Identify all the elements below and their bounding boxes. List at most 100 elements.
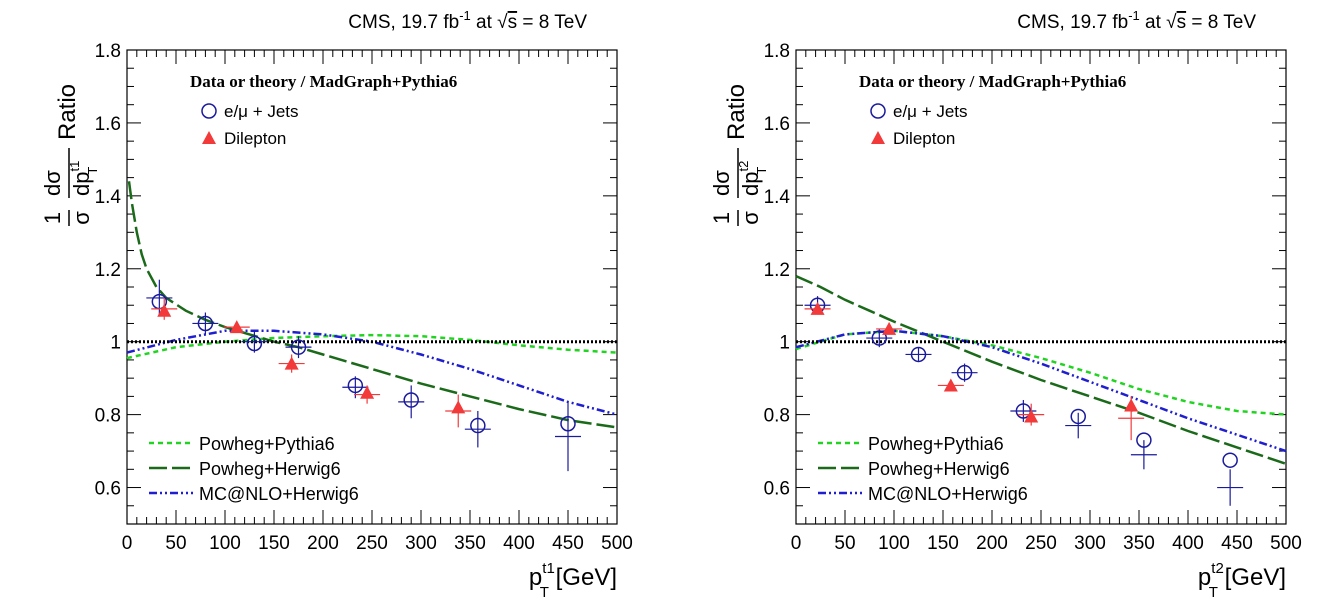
- x-label-subscript: T: [1209, 584, 1218, 599]
- x-tick-label: 350: [454, 533, 486, 554]
- x-tick-label: 450: [1221, 533, 1253, 554]
- y-tick-label: 0.6: [764, 479, 790, 500]
- y-axis-label: 1 σ dσ dpt1 T Ratio: [40, 84, 100, 226]
- data-point-ejets: [470, 417, 486, 434]
- data-point-ejets: [1070, 408, 1086, 425]
- cms-luminosity-header: CMS, 19.7 fb-1 at √s = 8 TeV: [1017, 8, 1256, 33]
- data-point-dilepton: [451, 400, 466, 414]
- header-radical: √: [1166, 12, 1177, 33]
- header-superscript: -1: [459, 8, 471, 23]
- data-point-ejets: [1136, 432, 1152, 448]
- x-tick-label: 500: [1270, 533, 1302, 554]
- y-label-dp-superscript: t2: [736, 161, 751, 172]
- y-tick-label: 1.8: [95, 41, 121, 62]
- x-tick-label: 250: [1025, 533, 1057, 554]
- x-tick-label: 150: [927, 533, 959, 554]
- data-point-dilepton: [1124, 398, 1139, 412]
- data-point-dilepton: [157, 303, 172, 317]
- x-tick-label: 200: [307, 533, 339, 554]
- y-label-dp-text: dp: [69, 172, 94, 196]
- x-tick-label: 150: [258, 533, 290, 554]
- x-tick-label: 500: [601, 533, 633, 554]
- header-sqrt-s: s: [508, 12, 518, 33]
- y-label-one: 1: [40, 212, 65, 224]
- y-label-dp-subscript: T: [754, 167, 769, 175]
- data-point-ejets: [347, 377, 364, 394]
- y-label-ratio: Ratio: [723, 84, 750, 140]
- cms-luminosity-header: CMS, 19.7 fb-1 at √s = 8 TeV: [348, 8, 587, 33]
- y-label-sigma: σ: [69, 211, 94, 225]
- y-tick-label: 0.8: [95, 406, 121, 427]
- curve-pp6: [126, 333, 618, 360]
- x-axis-label: pt2 T [GeV]: [1198, 560, 1286, 599]
- legend-title: Data or theory / MadGraph+Pythia6: [859, 72, 1126, 91]
- x-tick-label: 450: [552, 533, 584, 554]
- chart-panel-left: CMS, 19.7 fb-1 at √s = 8 TeV 0 50 100 150 200…: [40, 8, 633, 599]
- curve-ph6: [795, 274, 1287, 465]
- data-point-ejets: [560, 415, 576, 432]
- legend-marker-label: e/μ + Jets: [224, 102, 299, 121]
- y-tick-label: 1.4: [764, 187, 791, 208]
- legend-marker-triangle: [202, 131, 216, 144]
- header-text-left: CMS, 19.7 fb: [1017, 12, 1128, 33]
- data-point-ejets: [910, 346, 927, 363]
- curve-pp6: [795, 329, 1287, 416]
- x-tick-label: 400: [1172, 533, 1204, 554]
- y-label-one: 1: [709, 212, 734, 224]
- legend-line-label: MC@NLO+Herwig6: [199, 484, 359, 504]
- legend-marker-circle: [870, 103, 886, 119]
- y-tick-label: 1.6: [764, 114, 790, 135]
- x-tick-label: 250: [356, 533, 388, 554]
- y-tick-label: 0.6: [95, 479, 121, 500]
- y-tick-label: 1.6: [95, 114, 121, 135]
- data-point-dilepton: [882, 321, 897, 335]
- y-label-dp-superscript: t1: [67, 161, 82, 172]
- y-tick-label: 1: [110, 333, 121, 354]
- header-text-right: = 8 TeV: [1186, 12, 1256, 33]
- x-label-superscript: t1: [542, 560, 555, 577]
- x-label-unit: [GeV]: [1218, 564, 1286, 591]
- x-tick-label: 400: [503, 533, 535, 554]
- x-tick-label: 0: [122, 533, 133, 554]
- y-label-dp: dpt2 T: [736, 161, 769, 196]
- y-label-dp-subscript: T: [85, 167, 100, 175]
- y-label-dp-text: dp: [738, 172, 763, 196]
- x-tick-label: 50: [834, 533, 855, 554]
- x-tick-label: 0: [791, 533, 802, 554]
- data-point-dilepton: [1024, 409, 1039, 423]
- data-point-ejets: [871, 330, 888, 346]
- x-tick-label: 100: [209, 533, 241, 554]
- y-tick-label: 1.2: [95, 260, 121, 281]
- data-point-dilepton: [943, 378, 958, 392]
- x-tick-label: 300: [1074, 533, 1106, 554]
- legend-line-label: Powheg+Herwig6: [868, 459, 1010, 479]
- data-point-ejets: [403, 392, 419, 408]
- x-axis-label: pt1 T [GeV]: [529, 560, 617, 599]
- y-tick-label: 1: [779, 333, 790, 354]
- data-point-ejets: [290, 339, 307, 355]
- header-text-right: = 8 TeV: [517, 12, 587, 33]
- y-label-sigma: σ: [738, 211, 763, 225]
- x-label-superscript: t2: [1211, 560, 1224, 577]
- y-label-dsigma: dσ: [709, 170, 734, 196]
- data-point-dilepton: [229, 320, 244, 334]
- data-point-ejets: [246, 335, 263, 352]
- y-label-ratio: Ratio: [54, 84, 81, 140]
- header-text-mid: at: [471, 12, 497, 33]
- y-axis-label: 1 σ dσ dpt2 T Ratio: [709, 84, 769, 226]
- legend-line-label: Powheg+Herwig6: [199, 459, 341, 479]
- legend-marker-label: Dilepton: [224, 129, 286, 148]
- header-sqrt-s: s: [1177, 12, 1187, 33]
- x-label-p: p: [1198, 564, 1211, 591]
- data-point-dilepton: [284, 356, 299, 370]
- legend-marker-circle: [201, 103, 217, 119]
- data-point-ejets: [1015, 403, 1032, 419]
- x-label-subscript: T: [540, 584, 549, 599]
- x-label-p: p: [529, 564, 542, 591]
- legend-line-label: Powheg+Pythia6: [868, 434, 1004, 454]
- header-text-left: CMS, 19.7 fb: [348, 12, 459, 33]
- x-tick-label: 350: [1123, 533, 1155, 554]
- data-point-ejets: [1222, 452, 1238, 468]
- legend-marker-label: Dilepton: [893, 129, 955, 148]
